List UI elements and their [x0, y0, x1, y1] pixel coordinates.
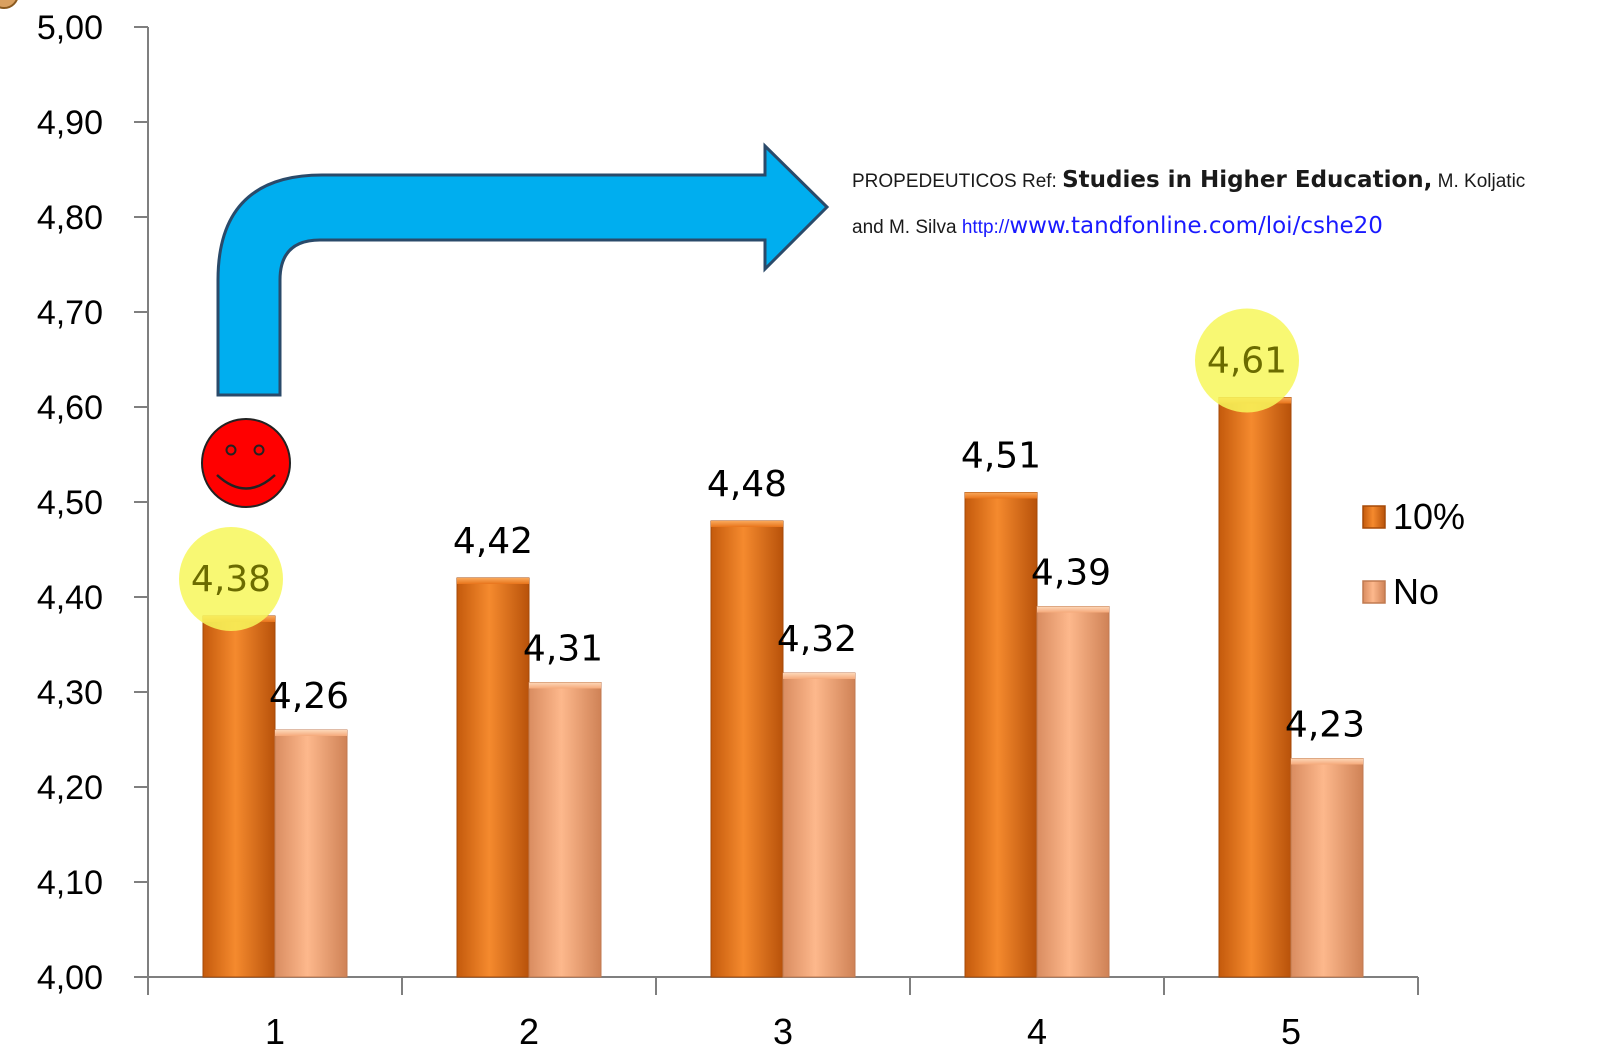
- arrow-icon: [216, 142, 830, 397]
- bar: [274, 729, 348, 978]
- bar-top-bevel: [275, 730, 347, 736]
- bar: [528, 682, 602, 978]
- bar-top-bevel: [711, 521, 783, 527]
- legend-label: 10%: [1393, 496, 1465, 537]
- smiley-icon: [201, 418, 291, 508]
- data-label: 4,32: [777, 619, 857, 660]
- bar: [1218, 397, 1292, 978]
- y-tick-label: 4,20: [37, 769, 103, 807]
- x-tick-label: 5: [1281, 1011, 1301, 1052]
- data-label: 4,38: [191, 559, 271, 600]
- bar: [964, 492, 1038, 978]
- data-label: 4,31: [523, 629, 603, 670]
- reference-authors-1: M. Koljatic: [1432, 171, 1526, 192]
- bar-top-bevel: [965, 492, 1037, 499]
- reference-note: PROPEDEUTICOS Ref: Studies in Higher Edu…: [852, 158, 1620, 250]
- data-label: 4,26: [269, 676, 349, 717]
- x-tick-label: 3: [773, 1011, 793, 1052]
- data-label: 4,48: [707, 464, 787, 505]
- reference-link-part-2[interactable]: www.tandfonline.com/loi/cshe20: [1009, 213, 1383, 239]
- reference-link[interactable]: http://www.tandfonline.com/loi/cshe20: [961, 213, 1383, 239]
- bar: [710, 520, 784, 978]
- y-tick-label: 4,10: [37, 864, 103, 902]
- y-tick-label: 4,90: [37, 104, 103, 142]
- reference-prefix: PROPEDEUTICOS Ref:: [852, 171, 1063, 192]
- data-label: 4,42: [453, 521, 533, 562]
- bar-top-bevel: [783, 673, 855, 679]
- bar: [1290, 758, 1364, 978]
- legend-swatch: [1362, 580, 1386, 604]
- bar: [782, 672, 856, 978]
- bar-top-bevel: [457, 578, 529, 584]
- corner-icon: [0, 0, 18, 9]
- data-label: 4,61: [1207, 341, 1287, 382]
- reference-authors-2: and M. Silva: [852, 217, 962, 238]
- bar: [202, 615, 276, 978]
- reference-link-part-1[interactable]: http://: [961, 217, 1010, 238]
- data-label: 4,23: [1285, 705, 1365, 746]
- bar-top-bevel: [1037, 606, 1109, 613]
- legend-swatch: [1362, 505, 1386, 529]
- y-tick-label: 4,80: [37, 199, 103, 237]
- bar: [456, 577, 530, 978]
- y-tick-label: 4,60: [37, 389, 103, 427]
- highlight-circle: [1195, 308, 1299, 413]
- bar-top-bevel: [529, 682, 601, 689]
- bar-top-bevel: [1291, 758, 1363, 765]
- x-tick-label: 1: [265, 1011, 285, 1052]
- y-tick-label: 4,40: [37, 579, 103, 617]
- x-tick-label: 2: [519, 1011, 539, 1052]
- x-tick-label: 4: [1027, 1011, 1047, 1052]
- data-label: 4,51: [961, 436, 1041, 477]
- data-label: 4,39: [1031, 553, 1111, 594]
- y-tick-label: 4,70: [37, 294, 103, 332]
- y-tick-label: 5,00: [37, 9, 103, 47]
- reference-journal: Studies in Higher Education,: [1062, 167, 1433, 193]
- y-tick-label: 4,30: [37, 674, 103, 712]
- y-tick-label: 4,00: [37, 959, 103, 997]
- y-tick-label: 4,50: [37, 484, 103, 522]
- highlight-circle: [179, 527, 283, 631]
- bar: [1036, 606, 1110, 978]
- legend-label: No: [1393, 571, 1439, 612]
